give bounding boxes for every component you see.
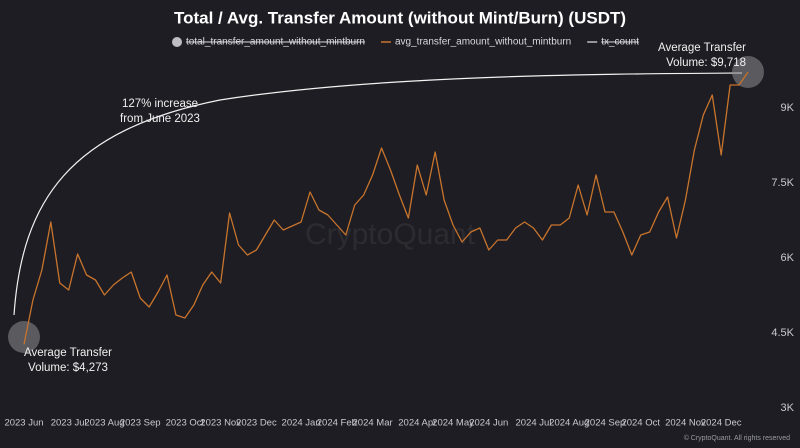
legend-item: avg_transfer_amount_without_mintburn (381, 37, 571, 48)
x-tick-label: 2024 Sep (585, 418, 626, 429)
x-tick-label: 2023 Jul (51, 418, 87, 429)
x-tick-label: 2023 Dec (236, 418, 277, 429)
y-tick-label: 7.5K (771, 177, 794, 189)
annotation: Volume: $4,273 (28, 362, 108, 374)
x-tick-label: 2023 Oct (166, 418, 205, 429)
legend-label: tx_count (601, 37, 639, 48)
y-tick-label: 9K (781, 102, 795, 114)
x-tick-label: 2024 Oct (621, 418, 660, 429)
x-tick-label: 2024 Mar (353, 418, 393, 429)
footer: © CryptoQuant. All rights reserved (684, 434, 790, 442)
x-tick-label: 2023 Jun (4, 418, 43, 429)
start-highlight (8, 321, 40, 353)
y-tick-label: 6K (781, 252, 795, 264)
x-tick-label: 2023 Nov (200, 418, 241, 429)
y-tick-label: 3K (781, 402, 795, 414)
x-tick-label: 2024 Jan (282, 418, 321, 429)
legend-label: avg_transfer_amount_without_mintburn (395, 37, 571, 48)
annotation: 127% increase (122, 98, 198, 110)
y-tick-label: 4.5K (771, 327, 794, 339)
x-tick-label: 2024 Apr (398, 418, 436, 429)
x-tick-label: 2024 Nov (665, 418, 706, 429)
legend-item: tx_count (587, 37, 639, 48)
annotation: Average Transfer (658, 42, 746, 54)
annotation: Volume: $9,718 (666, 57, 746, 69)
end-highlight (732, 56, 764, 88)
data-line (23, 71, 749, 345)
annotation: Average Transfer (24, 347, 112, 359)
x-tick-label: 2024 Feb (317, 418, 357, 429)
annotation: from June 2023 (120, 113, 200, 125)
chart-title: Total / Avg. Transfer Amount (without Mi… (174, 8, 626, 27)
x-tick-label: 2024 Jul (516, 418, 552, 429)
watermark: CryptoQuant (305, 218, 476, 251)
x-tick-label: 2024 Aug (549, 418, 589, 429)
x-tick-label: 2023 Sep (120, 418, 161, 429)
x-tick-label: 2024 Dec (701, 418, 742, 429)
legend-marker (172, 37, 182, 47)
legend-label: total_transfer_amount_without_mintburn (186, 37, 365, 48)
x-tick-label: 2023 Aug (84, 418, 124, 429)
legend-item: total_transfer_amount_without_mintburn (172, 37, 365, 48)
x-tick-label: 2024 Jun (469, 418, 508, 429)
x-tick-label: 2024 May (432, 418, 474, 429)
trend-arc (13, 72, 743, 316)
